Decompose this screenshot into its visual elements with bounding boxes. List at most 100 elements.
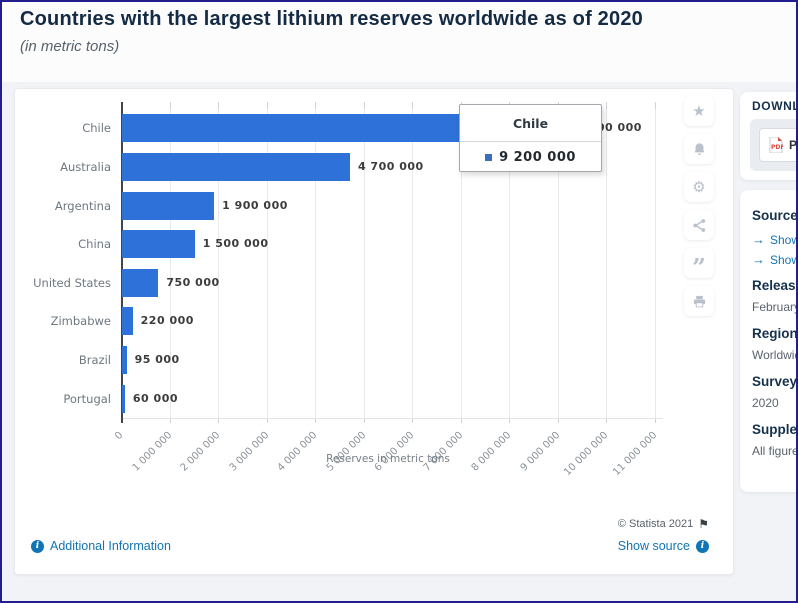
copyright-text: © Statista 2021 (617, 518, 694, 530)
release-date-value: February 2021 (752, 300, 798, 314)
copyright: © Statista 2021 ⚑ (618, 517, 709, 531)
gridline (460, 109, 462, 418)
x-tick-label: 4 000 000 (275, 429, 320, 474)
value-label: 1 500 000 (202, 237, 269, 251)
svg-text:PDF: PDF (771, 144, 783, 151)
gridline (557, 109, 559, 418)
download-pdf-button[interactable]: PDF PDF (759, 128, 798, 162)
region-value: Worldwide (752, 348, 796, 362)
share-button[interactable] (684, 210, 714, 240)
axis-tick (363, 417, 365, 423)
x-tick-label: 6 000 000 (372, 429, 417, 474)
chart-tooltip: Chile 9 200 000 (459, 104, 602, 172)
value-label: 95 000 (134, 352, 180, 366)
axis-tick (315, 417, 316, 423)
gridline (363, 109, 365, 418)
gridline (412, 109, 413, 418)
show-source-link[interactable]: Show source i (618, 539, 709, 553)
axis-tick (363, 102, 365, 109)
category-label: Portugal (63, 391, 111, 406)
axis-tick (654, 102, 656, 109)
star-icon: ★ (692, 103, 706, 120)
value-label: 4 700 000 (357, 159, 424, 173)
y-axis-line (121, 102, 123, 423)
x-tick-label: 10 000 000 (562, 429, 611, 478)
category-label: Argentina (54, 198, 111, 213)
gridline (218, 109, 219, 418)
gridline (654, 109, 656, 418)
axis-tick (412, 417, 413, 423)
page-subtitle: (in metric tons) (20, 38, 120, 55)
axis-tick (169, 102, 171, 109)
axis-tick (606, 417, 607, 423)
x-tick-label: 9 000 000 (518, 429, 562, 474)
axis-tick (218, 417, 219, 423)
x-tick-label: 5 000 000 (324, 429, 368, 474)
axis-tick (460, 417, 462, 423)
x-tick-label: 3 000 000 (227, 429, 271, 474)
show-publisher-label: Show publisher information (770, 252, 798, 267)
category-label: China (78, 237, 111, 252)
category-label: Australia (60, 159, 111, 174)
gear-icon: ⚙ (692, 179, 706, 196)
bar-brazil[interactable] (122, 345, 127, 374)
printer-icon (693, 295, 705, 307)
bar-united-states[interactable] (122, 268, 159, 297)
survey-period-value: 2020 (752, 396, 779, 410)
bar-portugal[interactable] (122, 384, 125, 413)
quote-icon: ” (692, 253, 706, 282)
source-header: Source (752, 208, 798, 223)
pdf-file-icon: PDF (769, 137, 783, 153)
settings-gear-button[interactable]: ⚙ (684, 172, 714, 202)
x-tick-label: 2 000 000 (178, 429, 223, 474)
x-tick-label: 11 000 000 (610, 429, 659, 478)
bar-australia[interactable] (122, 152, 350, 181)
pdf-button-label: PDF (789, 138, 798, 152)
tooltip-category: Chile (460, 105, 601, 142)
gridline (169, 109, 171, 418)
category-label: Chile (82, 121, 111, 136)
value-label: 750 000 (166, 275, 220, 289)
series-marker-icon (485, 153, 493, 161)
show-sources-label: Show sources information (770, 232, 798, 247)
gridline (509, 109, 510, 418)
show-publisher-link[interactable]: → Show publisher information (752, 252, 798, 267)
share-icon (692, 218, 705, 232)
x-tick-label: 7 000 000 (421, 429, 465, 474)
cite-button[interactable]: ” (684, 248, 714, 282)
arrow-right-icon: → (752, 252, 765, 267)
category-label: Zimbabwe (50, 314, 111, 329)
show-sources-link[interactable]: → Show sources information (752, 232, 798, 247)
bell-icon (693, 142, 705, 155)
axis-tick (266, 102, 268, 109)
info-icon: i (31, 539, 44, 553)
download-options: PDF PDF (750, 119, 798, 171)
notification-bell-button[interactable] (684, 134, 714, 164)
bar-china[interactable] (122, 230, 195, 259)
additional-information-link[interactable]: i Additional Information (31, 539, 171, 553)
print-button[interactable] (684, 286, 714, 316)
axis-tick (606, 102, 607, 109)
arrow-right-icon: → (752, 232, 765, 247)
source-panel: Source → Show sources information → Show… (740, 190, 798, 492)
x-axis-line (121, 417, 663, 419)
axis-tick (218, 102, 219, 109)
action-toolbar: ★ ⚙ ” (684, 96, 714, 316)
supplementary-notes-value: All figures... (752, 444, 796, 458)
category-label: United States (33, 275, 111, 290)
bar-argentina[interactable] (122, 191, 215, 220)
axis-tick (654, 417, 656, 423)
x-tick-label: 1 000 000 (130, 429, 174, 474)
x-tick-label: 8 000 000 (469, 429, 514, 474)
header (2, 2, 796, 82)
gridline (266, 109, 268, 418)
bar-zimbabwe[interactable] (122, 307, 133, 336)
value-label: 220 000 (140, 314, 194, 328)
axis-tick (266, 417, 268, 423)
axis-tick (509, 417, 510, 423)
survey-period-header: Survey time period (752, 374, 798, 389)
gridline (315, 109, 316, 418)
favorite-star-button[interactable]: ★ (684, 96, 714, 126)
axis-tick (412, 102, 413, 109)
x-axis-title: Reserves in metric tons (326, 453, 450, 465)
